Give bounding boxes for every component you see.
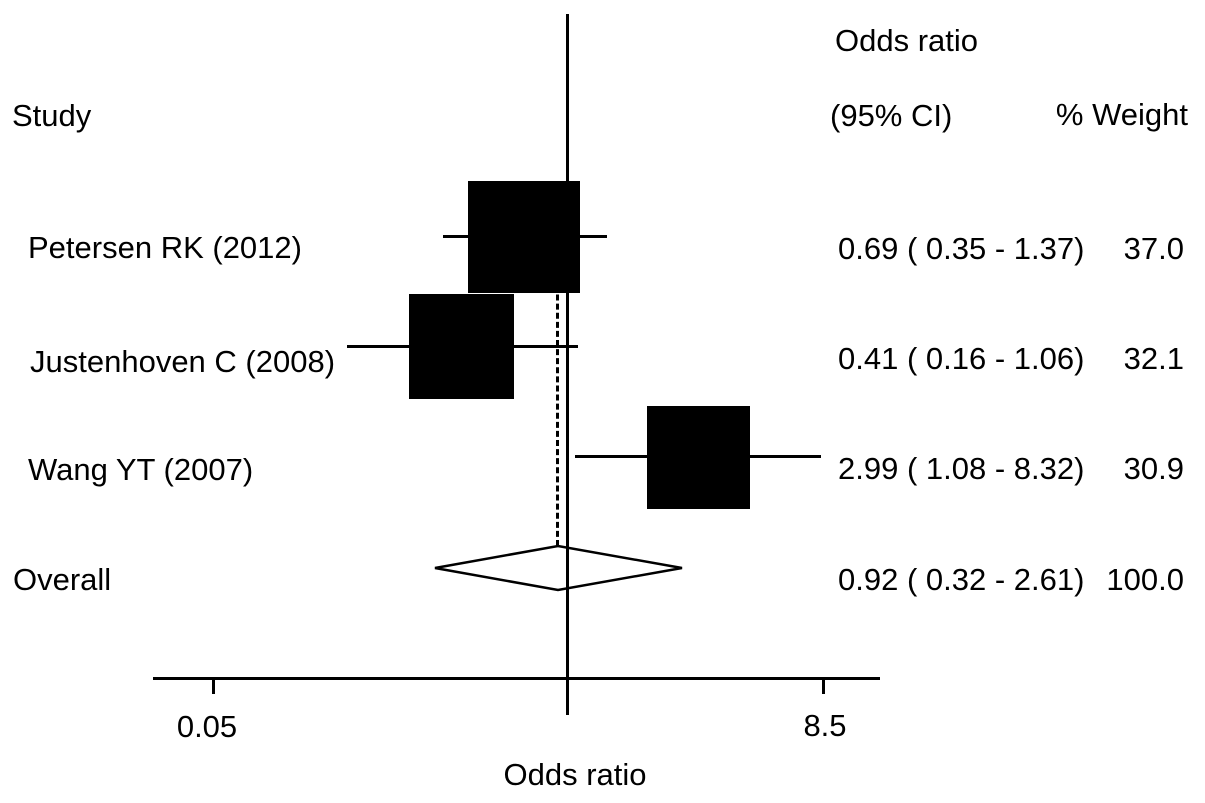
- column-header-odds-ratio: Odds ratio: [835, 23, 979, 58]
- null-effect-line: [566, 14, 569, 715]
- column-header-ci: (95% CI): [830, 98, 953, 133]
- overall-estimate-dashed-line: [556, 240, 559, 546]
- study-label: Wang YT (2007): [28, 452, 254, 487]
- x-axis-tick-right: [822, 679, 825, 694]
- or-ci-value: 0.41 ( 0.16 - 1.06): [838, 341, 1085, 376]
- study-label: Justenhoven C (2008): [30, 344, 336, 379]
- or-ci-value-overall: 0.92 ( 0.32 - 2.61): [838, 562, 1085, 597]
- overall-diamond: [434, 544, 683, 592]
- x-axis-tick-label-right: 8.5: [803, 708, 847, 743]
- study-label: Petersen RK (2012): [28, 230, 302, 265]
- forest-square: [409, 294, 514, 399]
- x-axis-tick-left: [212, 679, 215, 694]
- column-header-weight: % Weight: [1055, 97, 1188, 132]
- x-axis-line: [153, 677, 880, 680]
- weight-value-overall: 100.0: [1106, 562, 1184, 597]
- x-axis-title: Odds ratio: [503, 757, 647, 792]
- column-header-study: Study: [12, 98, 92, 133]
- weight-value: 32.1: [1123, 341, 1184, 376]
- weight-value: 37.0: [1123, 231, 1184, 266]
- study-label-overall: Overall: [13, 562, 112, 597]
- forest-square: [647, 406, 750, 509]
- or-ci-value: 2.99 ( 1.08 - 8.32): [838, 451, 1085, 486]
- forest-square: [468, 181, 580, 293]
- x-axis-tick-label-left: 0.05: [176, 709, 238, 744]
- or-ci-value: 0.69 ( 0.35 - 1.37): [838, 231, 1085, 266]
- weight-value: 30.9: [1123, 451, 1184, 486]
